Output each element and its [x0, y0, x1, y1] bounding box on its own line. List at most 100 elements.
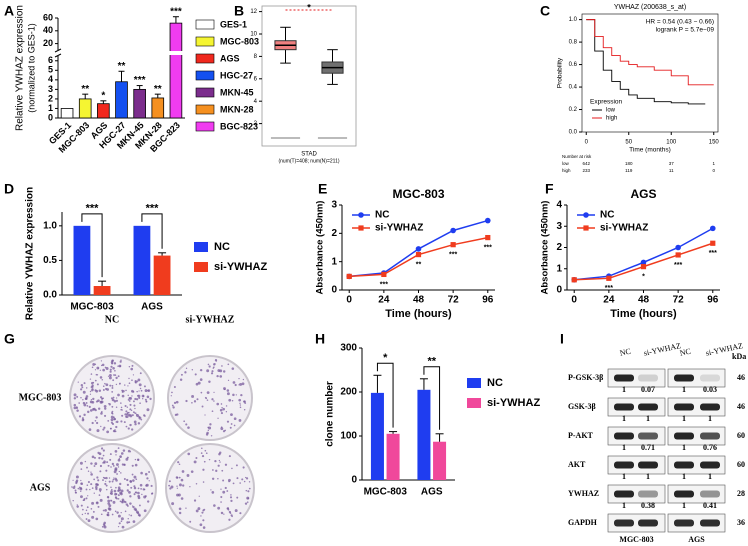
colony	[88, 405, 91, 408]
colony	[140, 418, 143, 421]
colony	[219, 375, 223, 378]
legend-swatch	[195, 53, 215, 64]
colony	[104, 482, 107, 486]
colony	[118, 470, 120, 473]
colony	[177, 461, 180, 464]
colony	[121, 500, 124, 504]
colony	[90, 473, 93, 476]
colony	[117, 393, 120, 397]
colony	[229, 496, 233, 499]
colony	[120, 452, 124, 455]
colony	[92, 363, 96, 366]
colony	[98, 488, 102, 492]
colony	[211, 370, 214, 373]
colony	[133, 420, 137, 424]
colony	[138, 416, 142, 420]
colony	[100, 447, 104, 450]
colony	[86, 484, 89, 486]
bar	[151, 97, 165, 119]
colony	[95, 487, 98, 491]
colony	[116, 397, 118, 399]
colony	[144, 472, 148, 476]
band	[674, 490, 694, 498]
legend-label: HGC-27	[220, 70, 253, 80]
colony	[73, 393, 77, 397]
colony	[125, 425, 128, 428]
colony	[114, 510, 117, 513]
x-tick-label: 0	[346, 295, 352, 306]
colony	[96, 374, 99, 376]
significance-bracket	[141, 213, 163, 249]
colony	[110, 490, 113, 493]
legend-label: high	[606, 116, 617, 122]
colony	[120, 517, 124, 521]
colony	[217, 478, 219, 480]
colony	[129, 408, 132, 411]
colony	[146, 500, 150, 503]
colony	[90, 471, 92, 473]
marker	[415, 246, 422, 252]
colony	[215, 469, 218, 472]
colony	[109, 370, 112, 373]
colony	[178, 463, 181, 466]
colony	[199, 378, 203, 381]
colony	[222, 479, 225, 482]
band-value: 1	[682, 501, 686, 510]
colony	[207, 426, 210, 429]
colony	[97, 407, 101, 410]
band	[614, 403, 634, 411]
colony	[101, 379, 104, 381]
colony	[207, 363, 210, 366]
colony	[137, 491, 140, 495]
colony	[95, 485, 98, 489]
significance: **	[427, 356, 436, 368]
colony	[92, 388, 94, 390]
band	[700, 432, 720, 440]
colony	[131, 464, 134, 467]
bar	[93, 286, 111, 295]
colony	[114, 369, 116, 372]
colony	[202, 526, 206, 529]
colony	[132, 505, 135, 509]
colony	[211, 477, 215, 480]
colony	[98, 456, 101, 460]
colony	[173, 401, 177, 405]
colony	[208, 458, 211, 461]
kda-label: 60	[737, 460, 745, 469]
colony	[214, 363, 216, 365]
y-tick-label: 0	[48, 112, 53, 122]
x-axis-label: Time (hours)	[385, 308, 452, 320]
colony	[111, 488, 113, 491]
colony	[213, 400, 215, 402]
significance: ***	[674, 262, 682, 269]
colony	[248, 481, 251, 483]
colony	[120, 472, 122, 474]
plot-frame	[261, 5, 357, 147]
colony	[129, 480, 133, 483]
colony	[79, 461, 83, 465]
colony	[106, 513, 108, 515]
colony	[140, 471, 143, 475]
colony	[85, 395, 89, 398]
colony	[178, 483, 182, 487]
colony	[122, 449, 126, 452]
colony	[123, 477, 126, 481]
colony	[85, 509, 88, 512]
colony	[142, 488, 145, 491]
y-tick-label: 60	[43, 12, 53, 22]
colony	[73, 406, 77, 410]
colony	[224, 463, 228, 466]
legend-swatch	[195, 121, 215, 132]
kda-label: 28	[737, 489, 745, 498]
risk-value: 642	[582, 161, 590, 166]
y-axis-label: (normalized to GES-1)	[26, 23, 36, 113]
colony	[142, 398, 144, 400]
colony	[121, 525, 125, 529]
colony	[115, 421, 117, 423]
colony	[85, 387, 88, 389]
blot-frame	[607, 484, 666, 504]
marker	[640, 264, 647, 270]
colony	[131, 473, 134, 476]
colony	[105, 476, 108, 480]
colony	[117, 466, 120, 468]
